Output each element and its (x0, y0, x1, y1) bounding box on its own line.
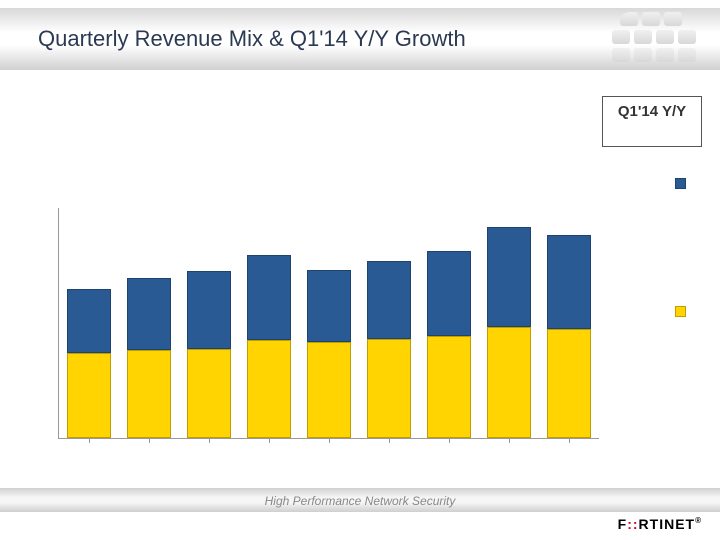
bar-segment-bottom (127, 350, 171, 438)
bar-segment-bottom (367, 339, 411, 438)
growth-callout: Q1'14 Y/Y (602, 96, 702, 147)
bar (127, 278, 171, 438)
bar-segment-top (427, 251, 471, 336)
x-tick (389, 438, 390, 443)
bar (187, 271, 231, 438)
bar-segment-bottom (547, 329, 591, 438)
bar (307, 270, 351, 438)
bar-segment-top (367, 261, 411, 339)
bar-segment-top (487, 227, 531, 328)
callout-label: Q1'14 Y/Y (618, 103, 686, 120)
x-tick (89, 438, 90, 443)
bar (367, 261, 411, 438)
slide: Quarterly Revenue Mix & Q1'14 Y/Y Growth… (0, 0, 720, 540)
x-tick (569, 438, 570, 443)
bar-segment-top (307, 270, 351, 342)
bar-segment-bottom (187, 349, 231, 438)
legend-swatch-top (675, 178, 686, 189)
header-ornament (612, 12, 708, 68)
bar-segment-bottom (487, 327, 531, 438)
x-tick (449, 438, 450, 443)
bar (67, 289, 111, 439)
brand-logo: F::RTINET® (618, 516, 702, 532)
page-title: Quarterly Revenue Mix & Q1'14 Y/Y Growth (38, 26, 466, 52)
x-tick (509, 438, 510, 443)
bar-segment-top (127, 278, 171, 350)
x-tick (149, 438, 150, 443)
bar (487, 227, 531, 438)
bar-segment-bottom (307, 342, 351, 438)
tagline: High Performance Network Security (0, 494, 720, 508)
legend-swatch-bottom (675, 306, 686, 317)
bar (427, 251, 471, 438)
bar-segment-bottom (67, 353, 111, 438)
bar (547, 235, 591, 438)
bar-segment-bottom (247, 340, 291, 438)
bar-segment-top (247, 255, 291, 340)
revenue-chart (58, 208, 599, 439)
bar-segment-bottom (427, 336, 471, 438)
bar-segment-top (67, 289, 111, 354)
x-tick (329, 438, 330, 443)
bar (247, 255, 291, 438)
bar-segment-top (187, 271, 231, 349)
bar-segment-top (547, 235, 591, 328)
x-tick (269, 438, 270, 443)
x-tick (209, 438, 210, 443)
